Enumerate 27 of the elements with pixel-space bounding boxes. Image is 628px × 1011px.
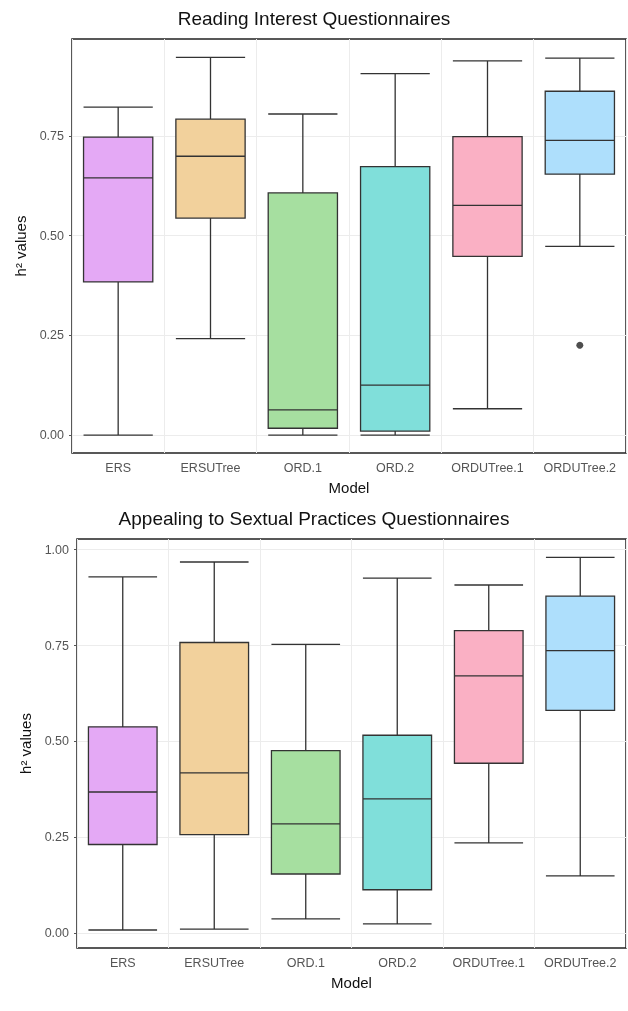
x-tick-label: ORDUTree.1 [452,955,526,970]
y-tick-label: 0.50 [39,228,65,243]
y-axis-title: h² values [12,215,29,277]
y-tick-label: 0.25 [44,830,70,845]
x-axis-title: Model [328,479,370,496]
y-tick-label: 0.00 [44,926,70,941]
x-tick-label: ORD.1 [283,460,322,475]
x-tick-label: ORD.2 [378,955,417,970]
x-tick-label: ERS [105,460,132,475]
chart-title: Appealing to Sextual Practices Questionnaires [118,508,510,529]
chart-title: Reading Interest Questionnaires [177,8,451,29]
y-tick-label: 1.00 [44,542,70,557]
x-tick-label: ORDUTree.2 [543,460,617,475]
x-tick-label: ORD.1 [286,955,325,970]
x-tick-label: ERSUTree [180,460,241,475]
x-axis-title: Model [331,974,372,991]
x-tick-label: ORD.2 [376,460,415,475]
x-tick-label: ORDUTree.2 [544,955,617,970]
x-tick-label: ORDUTree.1 [451,460,524,475]
y-tick-label: 0.00 [39,428,65,443]
y-tick-label: 0.75 [44,638,70,653]
y-axis-title: h² values [17,713,34,774]
x-tick-label: ERSUTree [184,955,245,970]
y-tick-label: 0.50 [44,734,70,749]
x-tick-label: ERS [109,955,136,970]
y-tick-label: 0.75 [39,128,65,143]
y-tick-label: 0.25 [39,328,65,343]
